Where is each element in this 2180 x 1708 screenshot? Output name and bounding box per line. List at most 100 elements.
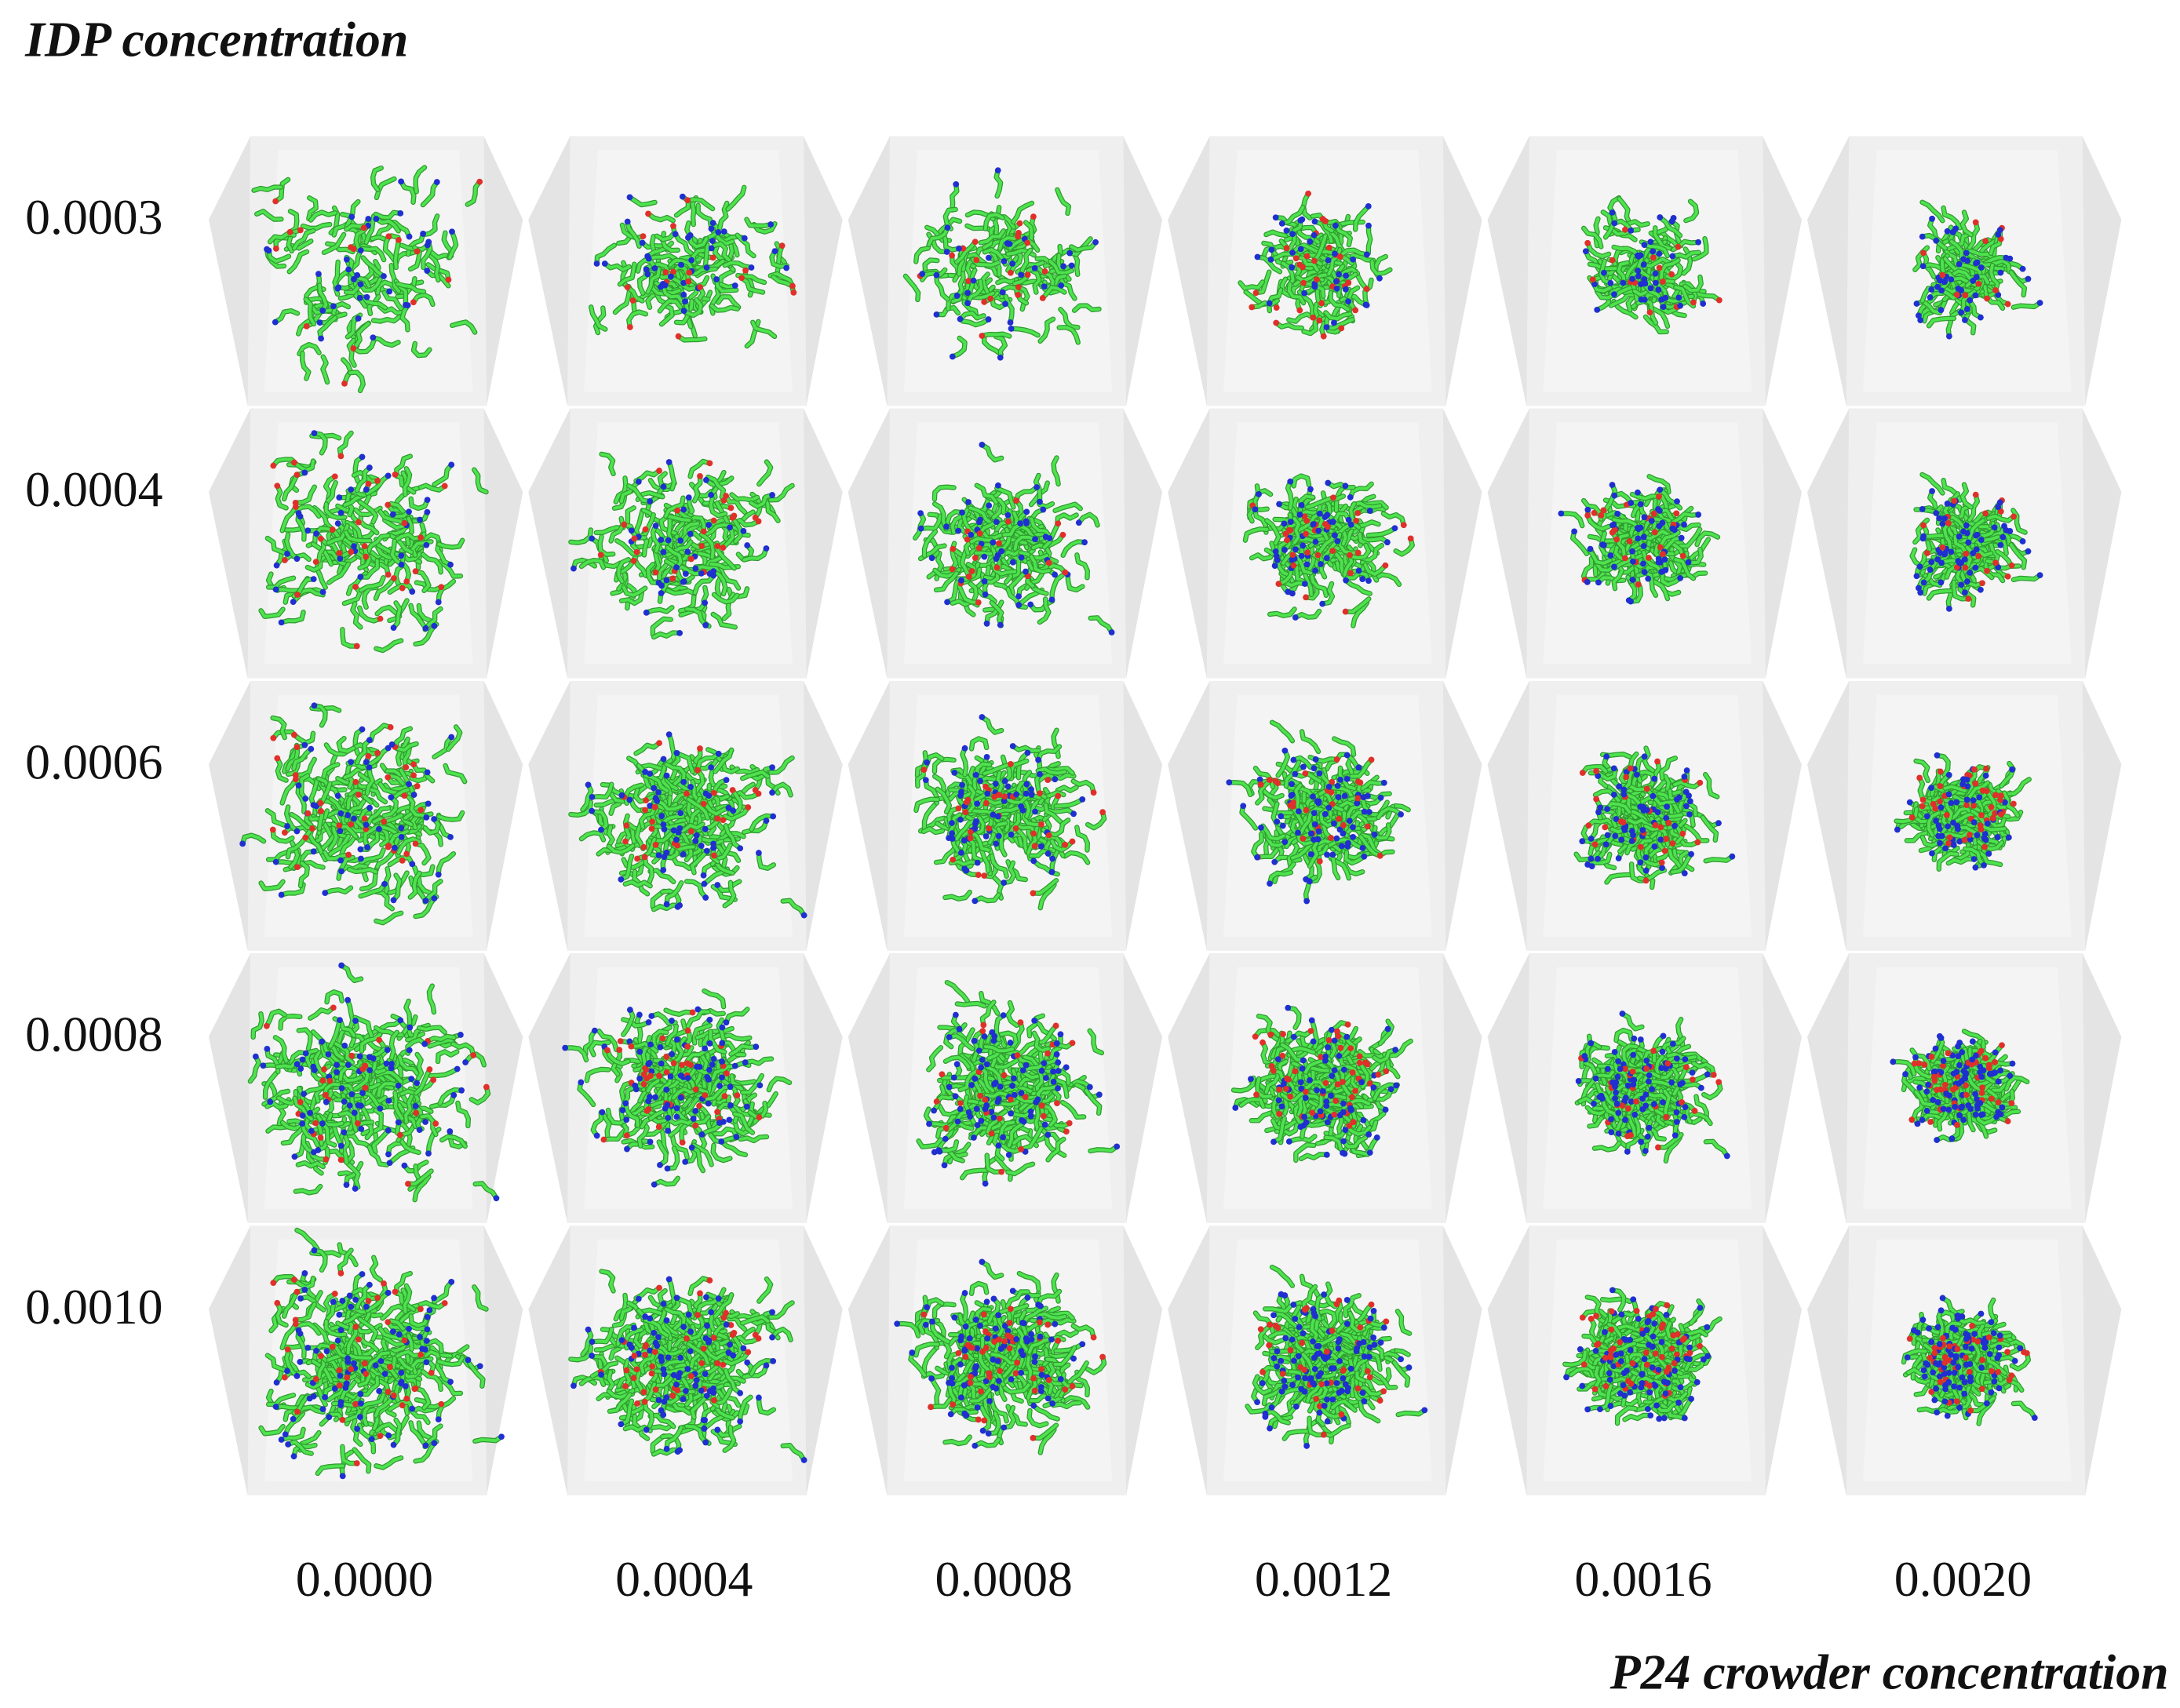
bead [949,566,956,573]
chain-highlight [309,210,337,222]
bead [631,535,638,542]
bead [682,570,689,577]
bead [999,289,1006,296]
bead [373,216,380,222]
bead [1700,300,1707,307]
chain-highlight [421,180,439,207]
chain-highlight [1312,234,1328,263]
bead [414,783,421,789]
bead [1268,246,1275,253]
chain-highlight [667,518,673,549]
bead [366,464,373,471]
bead [1013,497,1020,504]
bead [692,837,699,844]
bead [1092,239,1099,246]
bead [1997,541,2004,548]
chain-highlight [353,455,364,483]
bead [1329,548,1336,555]
chain-highlight [685,298,703,317]
bead [769,492,775,498]
bead [272,586,279,593]
bead [338,868,345,875]
bead [601,260,608,267]
bead [687,828,694,835]
bead [698,543,705,549]
bead [424,769,431,776]
bead [652,569,659,576]
bead [336,550,343,556]
chain-highlight [724,494,747,514]
bead [1045,559,1052,566]
chain-highlight [403,467,412,497]
chain-highlight [382,290,405,312]
chain-highlight [662,285,684,304]
bead [1678,534,1685,541]
bead [628,527,635,534]
bead [448,461,455,468]
chain-highlight [1008,231,1034,250]
chain-highlight [1609,293,1637,308]
bead [598,826,604,833]
bead [1611,220,1618,227]
bead [933,311,940,318]
bead [639,239,646,246]
bead [1958,581,1965,588]
chain-highlight [688,233,709,249]
chain-highlight [371,166,383,191]
bead [708,225,715,232]
chain-highlight [740,276,764,294]
chain-highlight [594,526,625,534]
bead [663,901,670,908]
bead [385,472,392,479]
chain-highlight [1582,226,1603,249]
bead [1920,522,1927,529]
chain-highlight [770,249,789,268]
bead [658,813,665,820]
bead [1353,517,1360,524]
chain-highlight [1048,260,1074,275]
bead [403,578,410,585]
bead [709,238,716,244]
bead [660,867,667,873]
bead [1956,559,1963,566]
chain-highlight [636,258,657,273]
bead [1400,522,1407,529]
chain-highlight [580,559,605,570]
bead [1626,538,1633,544]
bead [363,486,370,493]
chain-highlight [1036,266,1055,290]
bead [943,523,950,530]
bead [1009,260,1016,267]
bead [985,254,992,261]
bead [1640,560,1646,567]
chain-highlight [1599,259,1613,285]
bead [317,799,324,807]
bead [1015,291,1022,298]
chain-highlight [318,283,328,312]
bead [392,844,398,851]
x-axis-title: P24 crowder concentration [1609,1644,2169,1700]
bead [1934,283,1941,290]
bead [1920,533,1927,540]
chain-highlight [673,232,694,257]
bead [1273,319,1280,326]
bead [571,565,577,572]
bead [1296,512,1303,518]
bead [447,833,454,840]
bead [403,764,410,770]
bead [1920,579,1927,586]
chain-highlight [1256,255,1281,274]
bead [1641,514,1648,521]
bead [1004,512,1012,519]
bead [1039,295,1046,301]
bead [593,260,600,267]
bead [714,815,721,822]
bead [715,229,722,235]
bead [769,789,775,796]
bead [1323,324,1330,331]
chain-highlight [1314,278,1322,308]
bead [1647,239,1654,246]
bead [1677,574,1684,581]
chain-highlight [1653,226,1671,250]
bead [390,897,397,904]
